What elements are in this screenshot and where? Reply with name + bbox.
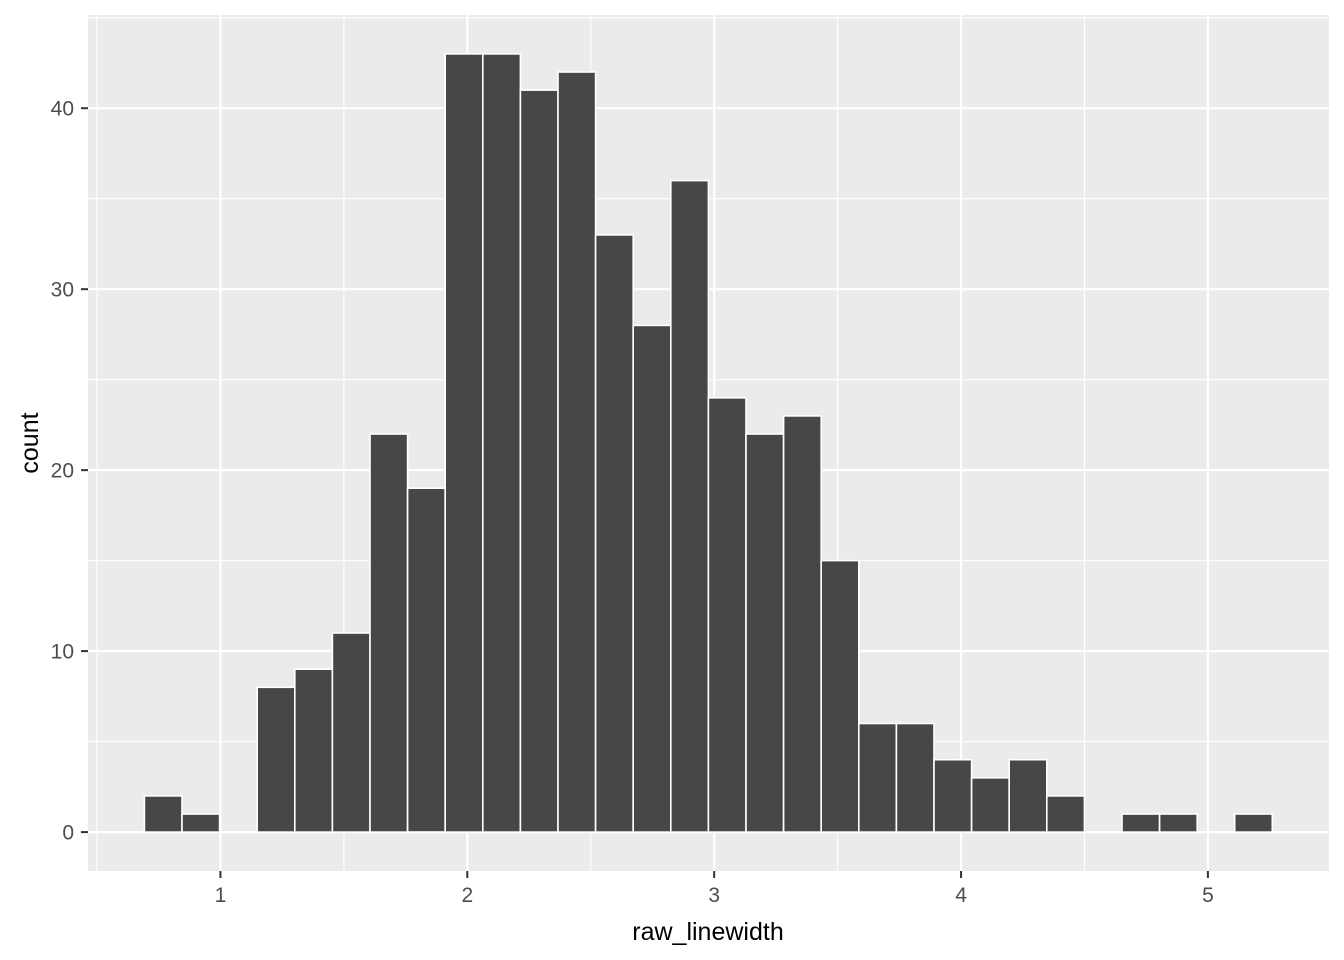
y-tick-labels: 0 10 20 30 40 [51,98,74,845]
y-axis-title: count [16,412,44,473]
histogram-bars [143,53,1274,833]
y-tick-label: 40 [51,98,74,121]
x-tick-label: 5 [1202,884,1214,907]
histogram-bar [293,668,334,833]
x-tick-label: 2 [461,884,473,907]
x-tick-label: 4 [955,884,967,907]
histogram-bar [1121,813,1161,833]
histogram-bar [181,813,221,833]
histogram-bar [707,396,747,833]
histogram-bar [369,433,409,833]
histogram-bar [895,722,935,833]
histogram-bar [444,53,484,833]
histogram-bar [519,89,559,833]
histogram-bar [256,686,296,833]
histogram-bar [594,234,634,833]
axis-ticks [81,107,1209,878]
y-tick-label: 20 [51,460,74,483]
histogram-bar [1046,795,1086,833]
y-tick-label: 10 [51,641,74,664]
x-tick-labels: 1 2 3 4 5 [215,884,1214,907]
y-tick-label: 30 [51,279,74,302]
histogram-bar [557,71,597,833]
histogram-bar [857,722,898,833]
histogram-bar [820,559,860,833]
histogram-bar [1233,813,1274,833]
histogram-bar [143,795,183,833]
histogram-bar [632,324,672,833]
histogram-bar [406,487,447,833]
histogram-bar [782,415,822,833]
x-tick-label: 3 [708,884,720,907]
histogram-bar [933,758,973,833]
histogram-bar [1158,813,1198,833]
histogram-bar [970,776,1010,833]
histogram-bar [331,632,371,833]
histogram-bar [481,53,522,833]
y-tick-label: 0 [62,822,74,845]
histogram-bar [669,179,710,833]
x-axis-title: raw_linewidth [632,918,783,946]
histogram-bar [1008,758,1048,833]
histogram-bar [745,433,785,833]
x-tick-label: 1 [215,884,227,907]
